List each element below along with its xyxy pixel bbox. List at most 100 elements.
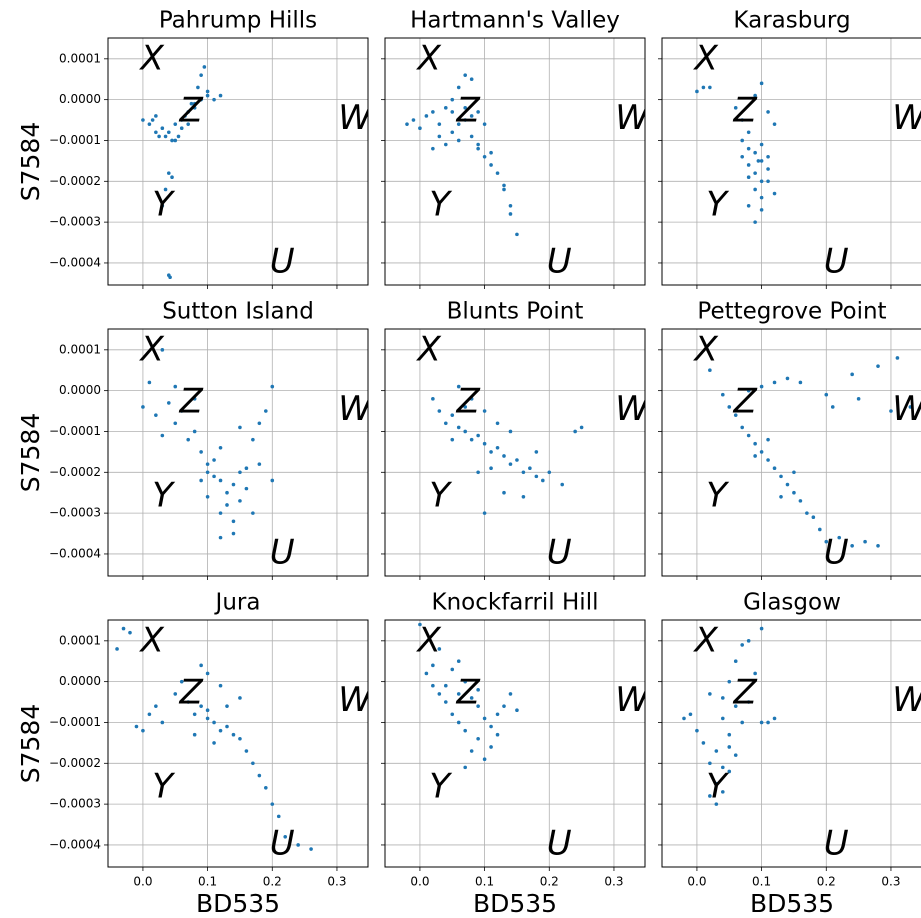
point [205,93,210,98]
x-tick-label: 0.0 [687,875,706,889]
point [231,732,236,737]
point [179,118,184,122]
point [186,700,190,704]
point [437,692,442,696]
point [889,409,893,413]
axes: XZ W Y U [662,620,921,867]
point [212,97,216,102]
point [476,146,480,151]
point [456,659,461,664]
point [160,720,165,725]
point [740,425,744,430]
point [508,429,513,434]
point [450,437,455,442]
point [753,171,757,175]
point [482,441,487,446]
point [502,490,506,495]
point [746,130,751,135]
axes-frame [384,328,646,577]
point [238,737,242,741]
axes: XZ W Y U [662,38,921,285]
axes: XZ W Y U [385,38,645,285]
annotation: Z [456,382,481,422]
point [183,114,187,118]
point [547,470,552,475]
point [824,392,829,397]
point [424,114,429,118]
point [720,696,725,700]
point [176,134,181,139]
point [456,85,461,90]
annotation: X [693,39,719,79]
point [257,421,262,426]
point [205,708,210,713]
point [502,187,506,192]
annotation: X [416,330,442,370]
x-axis-label: BD535 [196,889,280,918]
point [753,187,757,192]
point [688,712,693,717]
point [489,150,493,155]
point [733,704,738,708]
point [541,478,545,483]
point [469,134,474,139]
x-tick-label: 0.3 [604,875,623,889]
point [476,110,480,114]
panel-title: Jura [214,590,261,616]
point [502,183,506,188]
point [560,482,565,487]
point [856,397,861,401]
point [450,110,455,114]
point [225,490,229,495]
annotation: U [270,532,295,572]
axes-frame [661,37,921,286]
point [573,429,577,434]
point [753,671,757,676]
y-tick-label: −0.0003 [49,215,101,229]
point [199,704,203,708]
panel-title: Knockfarril Hill [432,590,599,616]
point [443,700,448,704]
panel-title: Blunts Point [447,299,584,325]
axes: XZ W Y U [385,620,645,867]
point [469,749,474,753]
x-tick-label: 0.2 [263,875,282,889]
point [251,511,255,515]
annotation: X [693,621,719,661]
point [746,175,751,180]
point [727,732,732,737]
y-tick-label: 0.0001 [59,342,101,356]
annotation: Y [429,475,452,515]
point [759,208,764,212]
point [157,134,161,139]
y-axis-label: S7584 [16,704,45,784]
point [431,146,435,151]
point [824,539,829,544]
panel-title: Pahrump Hills [159,8,317,34]
point [218,683,223,688]
point [508,203,513,208]
point [534,450,539,454]
point [443,421,448,426]
annotation: Z [179,382,204,422]
point [482,757,487,762]
point [766,167,770,171]
point [482,716,487,721]
point [818,527,822,532]
x-tick-label: 0.3 [327,875,346,889]
annotation: W [892,389,921,429]
point [463,118,467,122]
annotation: Z [179,673,204,713]
y-tick-label: −0.0001 [49,133,101,147]
panel-title: Sutton Island [162,299,314,325]
point [740,118,744,122]
point [212,720,216,725]
annotation: Z [179,91,204,131]
axes: XZ W Y U [108,329,368,576]
point [205,494,210,499]
x-tick-label: 0.2 [540,875,559,889]
point [489,163,493,167]
point [740,138,744,143]
point [309,847,313,851]
point [766,155,770,159]
